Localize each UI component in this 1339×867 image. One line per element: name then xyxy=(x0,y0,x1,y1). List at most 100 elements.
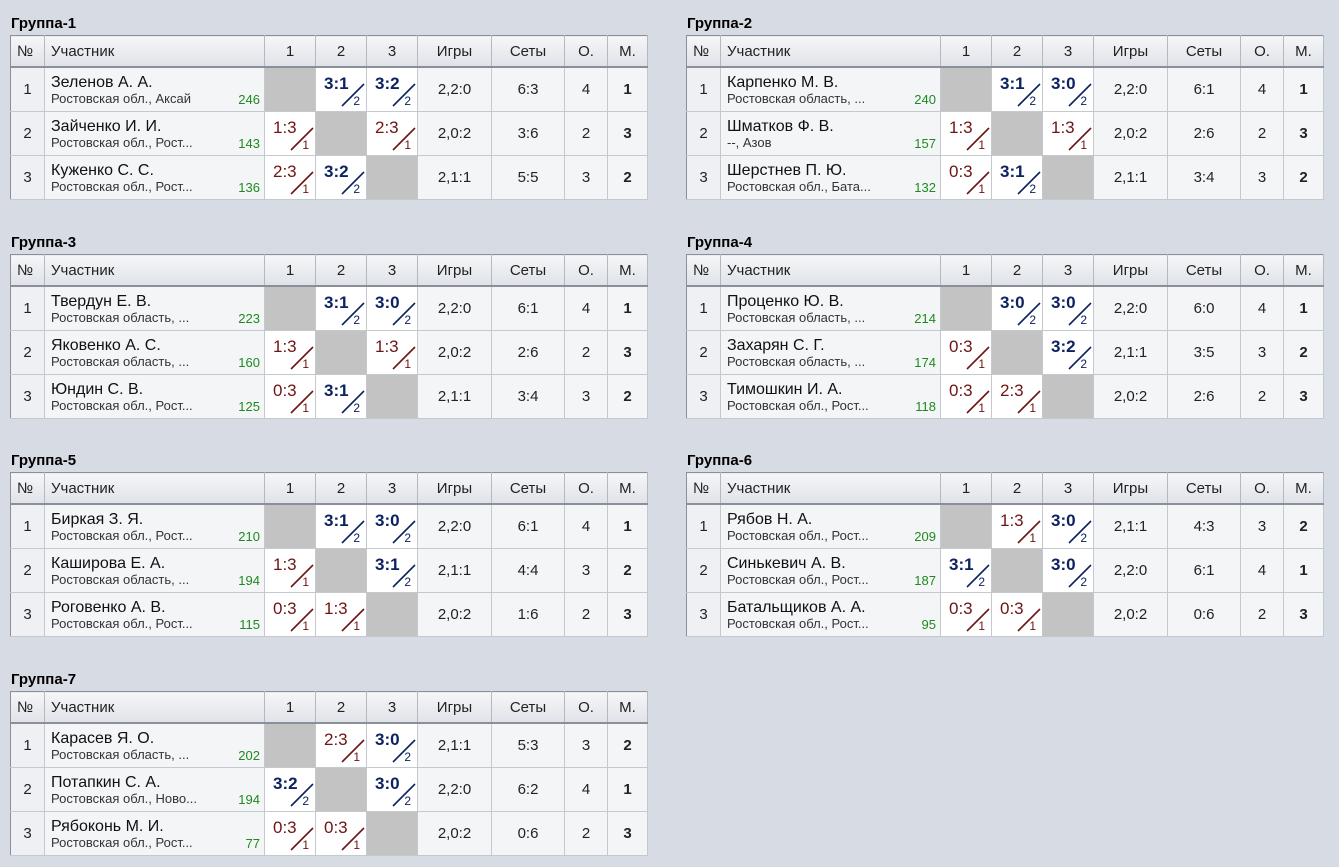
header-opponent-3[interactable]: 3 xyxy=(1042,35,1094,68)
match-score-cell[interactable]: 3:0 2 xyxy=(991,286,1043,331)
participant-cell[interactable]: Шматков Ф. В. --, Азов 157 xyxy=(720,111,941,156)
header-opponent-2[interactable]: 2 xyxy=(991,35,1043,68)
participant-name[interactable]: Зайченко И. И. xyxy=(51,117,162,135)
header-number[interactable]: № xyxy=(686,254,721,287)
table-row[interactable]: 2 Шматков Ф. В. --, Азов 157 1:3 1 1:3 1 2,0:2 2:… xyxy=(686,111,1324,156)
match-score-cell[interactable]: 1:3 1 xyxy=(1042,111,1094,156)
header-number[interactable]: № xyxy=(10,254,45,287)
header-opponent-3[interactable]: 3 xyxy=(366,254,418,287)
match-score-cell[interactable]: 3:1 2 xyxy=(991,67,1043,112)
match-score-cell[interactable]: 2:3 1 xyxy=(315,723,367,768)
header-points[interactable]: О. xyxy=(1240,472,1284,505)
header-sets[interactable]: Сеты xyxy=(1167,472,1241,505)
header-games[interactable]: Игры xyxy=(1093,35,1168,68)
header-participant[interactable]: Участник xyxy=(44,35,265,68)
match-score-cell[interactable]: 3:2 2 xyxy=(1042,330,1094,375)
table-row[interactable]: 3 Батальщиков А. А. Ростовская обл., Рост.… xyxy=(686,592,1324,637)
match-score-cell[interactable]: 1:3 1 xyxy=(264,111,316,156)
header-opponent-2[interactable]: 2 xyxy=(991,472,1043,505)
header-participant[interactable]: Участник xyxy=(720,35,941,68)
match-score-cell[interactable]: 1:3 1 xyxy=(940,111,992,156)
match-score-cell[interactable]: 0:3 1 xyxy=(264,592,316,637)
participant-name[interactable]: Шерстнев П. Ю. xyxy=(727,161,847,179)
participant-name[interactable]: Захарян С. Г. xyxy=(727,336,825,354)
participant-cell[interactable]: Шерстнев П. Ю. Ростовская обл., Бата... 13… xyxy=(720,155,941,200)
header-number[interactable]: № xyxy=(10,35,45,68)
match-score-cell[interactable]: 3:0 2 xyxy=(1042,67,1094,112)
header-participant[interactable]: Участник xyxy=(44,472,265,505)
participant-name[interactable]: Шматков Ф. В. xyxy=(727,117,834,135)
participant-cell[interactable]: Зеленов А. А. Ростовская обл., Аксай 246 xyxy=(44,67,265,112)
header-number[interactable]: № xyxy=(686,472,721,505)
participant-cell[interactable]: Рябов Н. А. Ростовская обл., Рост... 209 xyxy=(720,504,941,549)
match-score-cell[interactable]: 3:1 2 xyxy=(315,374,367,419)
match-score-cell[interactable]: 3:0 2 xyxy=(1042,548,1094,593)
match-score-cell[interactable]: 1:3 1 xyxy=(264,548,316,593)
participant-name[interactable]: Юндин С. В. xyxy=(51,380,144,398)
participant-cell[interactable]: Потапкин С. А. Ростовская обл., Ново... 19… xyxy=(44,767,265,812)
match-score-cell[interactable]: 1:3 1 xyxy=(264,330,316,375)
match-score-cell[interactable]: 3:1 2 xyxy=(315,286,367,331)
participant-cell[interactable]: Синькевич А. В. Ростовская обл., Рост... 1… xyxy=(720,548,941,593)
match-score-cell[interactable]: 3:1 2 xyxy=(315,67,367,112)
match-score-cell[interactable]: 3:1 2 xyxy=(366,548,418,593)
header-points[interactable]: О. xyxy=(1240,254,1284,287)
match-score-cell[interactable]: 0:3 1 xyxy=(315,811,367,856)
participant-name[interactable]: Карасев Я. О. xyxy=(51,729,155,747)
table-row[interactable]: 3 Шерстнев П. Ю. Ростовская обл., Бата... 1… xyxy=(686,155,1324,200)
table-row[interactable]: 1 Карасев Я. О. Ростовская область, ... 202… xyxy=(10,723,648,768)
participant-cell[interactable]: Роговенко А. В. Ростовская обл., Рост... 1… xyxy=(44,592,265,637)
header-games[interactable]: Игры xyxy=(417,254,492,287)
header-games[interactable]: Игры xyxy=(1093,472,1168,505)
participant-cell[interactable]: Карасев Я. О. Ростовская область, ... 202 xyxy=(44,723,265,768)
match-score-cell[interactable]: 2:3 1 xyxy=(366,111,418,156)
participant-cell[interactable]: Проценко Ю. В. Ростовская область, ... 214 xyxy=(720,286,941,331)
participant-name[interactable]: Зеленов А. А. xyxy=(51,73,153,91)
header-place[interactable]: М. xyxy=(607,691,648,724)
header-opponent-3[interactable]: 3 xyxy=(1042,254,1094,287)
participant-cell[interactable]: Каширова Е. А. Ростовская область, ... 194 xyxy=(44,548,265,593)
header-opponent-1[interactable]: 1 xyxy=(264,254,316,287)
table-row[interactable]: 2 Яковенко А. С. Ростовская область, ... 16… xyxy=(10,330,648,375)
header-opponent-3[interactable]: 3 xyxy=(366,472,418,505)
participant-name[interactable]: Потапкин С. А. xyxy=(51,773,161,791)
header-number[interactable]: № xyxy=(10,472,45,505)
header-participant[interactable]: Участник xyxy=(720,254,941,287)
match-score-cell[interactable]: 1:3 1 xyxy=(991,504,1043,549)
header-number[interactable]: № xyxy=(10,691,45,724)
header-points[interactable]: О. xyxy=(564,472,608,505)
participant-name[interactable]: Тимошкин И. А. xyxy=(727,380,843,398)
match-score-cell[interactable]: 0:3 1 xyxy=(940,592,992,637)
participant-name[interactable]: Твердун Е. В. xyxy=(51,292,152,310)
match-score-cell[interactable]: 3:2 2 xyxy=(315,155,367,200)
header-opponent-2[interactable]: 2 xyxy=(315,35,367,68)
participant-cell[interactable]: Батальщиков А. А. Ростовская обл., Рост..… xyxy=(720,592,941,637)
header-opponent-2[interactable]: 2 xyxy=(315,254,367,287)
participant-cell[interactable]: Юндин С. В. Ростовская обл., Рост... 125 xyxy=(44,374,265,419)
header-participant[interactable]: Участник xyxy=(720,472,941,505)
match-score-cell[interactable]: 0:3 1 xyxy=(940,330,992,375)
participant-name[interactable]: Рябоконь М. И. xyxy=(51,817,164,835)
header-opponent-1[interactable]: 1 xyxy=(940,35,992,68)
participant-name[interactable]: Куженко С. С. xyxy=(51,161,154,179)
header-participant[interactable]: Участник xyxy=(44,254,265,287)
participant-cell[interactable]: Захарян С. Г. Ростовская область, ... 174 xyxy=(720,330,941,375)
header-opponent-1[interactable]: 1 xyxy=(264,472,316,505)
participant-cell[interactable]: Рябоконь М. И. Ростовская обл., Рост... 77 xyxy=(44,811,265,856)
match-score-cell[interactable]: 3:2 2 xyxy=(264,767,316,812)
header-place[interactable]: М. xyxy=(607,254,648,287)
table-row[interactable]: 2 Потапкин С. А. Ростовская обл., Ново... 1… xyxy=(10,767,648,812)
participant-name[interactable]: Биркая З. Я. xyxy=(51,510,144,528)
header-points[interactable]: О. xyxy=(564,254,608,287)
table-row[interactable]: 1 Биркая З. Я. Ростовская обл., Рост... 210… xyxy=(10,504,648,549)
match-score-cell[interactable]: 0:3 1 xyxy=(264,811,316,856)
match-score-cell[interactable]: 0:3 1 xyxy=(991,592,1043,637)
table-row[interactable]: 3 Тимошкин И. А. Ростовская обл., Рост... 1… xyxy=(686,374,1324,419)
table-row[interactable]: 3 Рябоконь М. И. Ростовская обл., Рост... 7… xyxy=(10,811,648,856)
header-opponent-3[interactable]: 3 xyxy=(1042,472,1094,505)
participant-name[interactable]: Яковенко А. С. xyxy=(51,336,161,354)
header-opponent-1[interactable]: 1 xyxy=(264,35,316,68)
match-score-cell[interactable]: 1:3 1 xyxy=(366,330,418,375)
header-place[interactable]: М. xyxy=(1283,254,1324,287)
table-row[interactable]: 3 Роговенко А. В. Ростовская обл., Рост...… xyxy=(10,592,648,637)
